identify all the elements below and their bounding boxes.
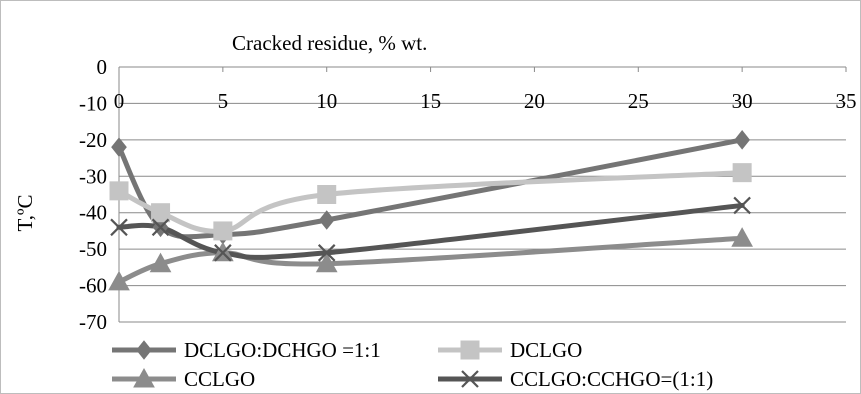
legend-label: DCLGO:DCHGO =1:1 bbox=[184, 338, 381, 362]
legend-marker-square bbox=[460, 340, 480, 360]
x-tick-label: 0 bbox=[114, 89, 125, 113]
legend-item: CCLGO:CCHGO=(1:1) bbox=[438, 367, 713, 391]
legend-marker-diamond bbox=[136, 340, 152, 360]
x-tick-label: 35 bbox=[836, 89, 857, 113]
x-tick-label: 5 bbox=[218, 89, 229, 113]
y-tick-label: -70 bbox=[79, 310, 107, 334]
legend-marker-triangle bbox=[133, 367, 155, 388]
data-point-x bbox=[733, 196, 751, 215]
data-point-x bbox=[110, 218, 128, 237]
legend-label: CCLGO:CCHGO=(1:1) bbox=[510, 367, 713, 391]
data-point-diamond bbox=[734, 130, 750, 150]
data-point-x bbox=[317, 244, 336, 262]
legend-item: DCLGO bbox=[438, 338, 582, 362]
y-tick-label: -50 bbox=[79, 237, 107, 261]
data-point-triangle bbox=[149, 252, 172, 273]
legend-item: CCLGO bbox=[112, 367, 255, 391]
y-tick-label: -60 bbox=[79, 274, 107, 298]
data-point-diamond bbox=[111, 137, 127, 157]
x-tick-label: 10 bbox=[316, 89, 337, 113]
y-tick-label: -20 bbox=[79, 128, 107, 152]
gridlines bbox=[119, 66, 846, 323]
legend-item: DCLGO:DCHGO =1:1 bbox=[112, 338, 381, 362]
legend-label: CCLGO bbox=[184, 367, 255, 391]
data-point-square bbox=[213, 221, 233, 241]
data-point-diamond bbox=[318, 210, 335, 230]
y-tick-label: -30 bbox=[79, 164, 107, 188]
data-point-triangle bbox=[315, 252, 338, 273]
data-point-x bbox=[151, 218, 170, 237]
data-point-square bbox=[317, 185, 337, 204]
y-axis-title: T,ºC bbox=[13, 194, 37, 231]
data-point-square bbox=[151, 203, 171, 223]
legend-marker-x bbox=[461, 370, 479, 388]
x-tick-label: 25 bbox=[628, 89, 649, 113]
x-tick-label: 20 bbox=[524, 89, 545, 113]
data-point-triangle bbox=[731, 227, 753, 247]
y-tick-label: -10 bbox=[79, 91, 107, 115]
y-tick-label: 0 bbox=[97, 55, 108, 79]
y-tick-label: -40 bbox=[79, 201, 107, 225]
x-tick-label: 30 bbox=[732, 89, 753, 113]
data-point-x bbox=[214, 244, 232, 262]
axes: 0 -10 -20 -30 -40 -50 -60 -70 0 5 10 15 20 25 30 35 bbox=[79, 55, 857, 334]
data-point-triangle bbox=[108, 270, 130, 291]
chart-title: Cracked residue, % wt. bbox=[232, 31, 427, 55]
data-point-square bbox=[732, 163, 752, 183]
data-point-square bbox=[109, 181, 129, 201]
legend: DCLGO:DCHGO =1:1 DCLGO CCLGO CCLGO:CCHGO=(1… bbox=[112, 338, 713, 391]
x-tick-label: 15 bbox=[420, 89, 441, 113]
legend-label: DCLGO bbox=[510, 338, 582, 362]
series-markers bbox=[108, 130, 753, 291]
